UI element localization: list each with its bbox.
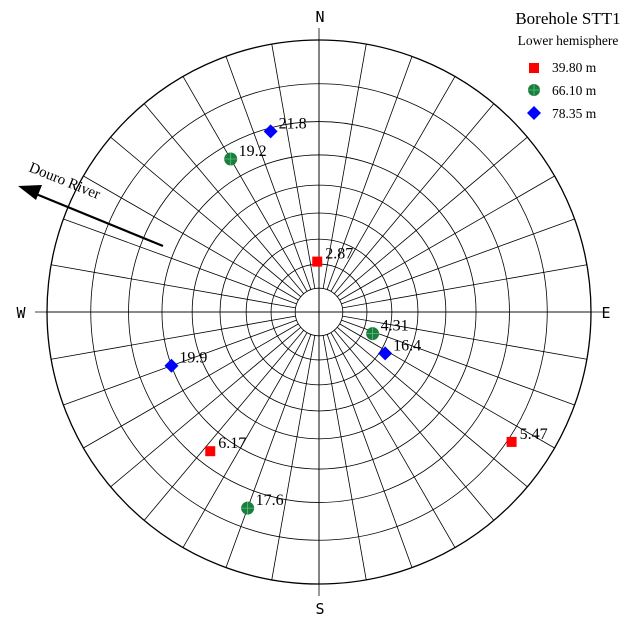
chart-subtitle: Lower hemisphere bbox=[518, 33, 619, 48]
legend-marker-square bbox=[529, 63, 539, 73]
river-label: Douro River bbox=[27, 160, 103, 203]
river-arrow-line bbox=[36, 194, 163, 246]
grid-radial-line bbox=[337, 137, 527, 297]
river-arrow-head bbox=[18, 185, 42, 200]
data-point-label: 4.31 bbox=[381, 318, 409, 335]
data-point-label: 6.17 bbox=[218, 435, 246, 452]
data-point-label: 19.2 bbox=[239, 143, 267, 160]
north-label: N bbox=[315, 8, 324, 26]
data-point-square bbox=[312, 257, 322, 267]
data-point-label: 21.8 bbox=[279, 115, 307, 132]
legend-label-78-35: 78.35 m bbox=[552, 106, 597, 121]
compass-labels: N S E W bbox=[16, 8, 610, 618]
east-label: E bbox=[601, 304, 610, 322]
data-point-label: 19.9 bbox=[179, 350, 207, 367]
legend-label-66-10: 66.10 m bbox=[552, 83, 597, 98]
grid-radial-line bbox=[337, 327, 527, 487]
grid-radial-line bbox=[334, 104, 494, 294]
grid-radial-line bbox=[334, 330, 494, 520]
data-point-diamond bbox=[378, 346, 392, 360]
west-label: W bbox=[16, 304, 26, 322]
data-point-square bbox=[205, 446, 215, 456]
data-point-diamond bbox=[164, 359, 178, 373]
legend: Borehole STT1 Lower hemisphere 39.80 m 6… bbox=[515, 9, 620, 121]
data-point-label: 16.4 bbox=[393, 337, 421, 354]
south-label: S bbox=[315, 600, 324, 618]
douro-river-annotation: Douro River bbox=[18, 160, 163, 246]
data-point-label: 2.87 bbox=[325, 246, 353, 263]
grid-radial-line bbox=[111, 137, 301, 297]
data-point-label: 5.47 bbox=[520, 426, 548, 443]
polar-grid bbox=[35, 28, 603, 596]
chart-title: Borehole STT1 bbox=[515, 9, 620, 28]
legend-label-39-80: 39.80 m bbox=[552, 60, 597, 75]
legend-marker-diamond bbox=[527, 106, 541, 120]
data-point-label: 17.6 bbox=[256, 492, 284, 509]
data-point-square bbox=[507, 437, 517, 447]
data-points: 2.87 5.47 6.17 4.31 19.2 17.6 21.8 16.4 19.9 bbox=[164, 115, 547, 514]
